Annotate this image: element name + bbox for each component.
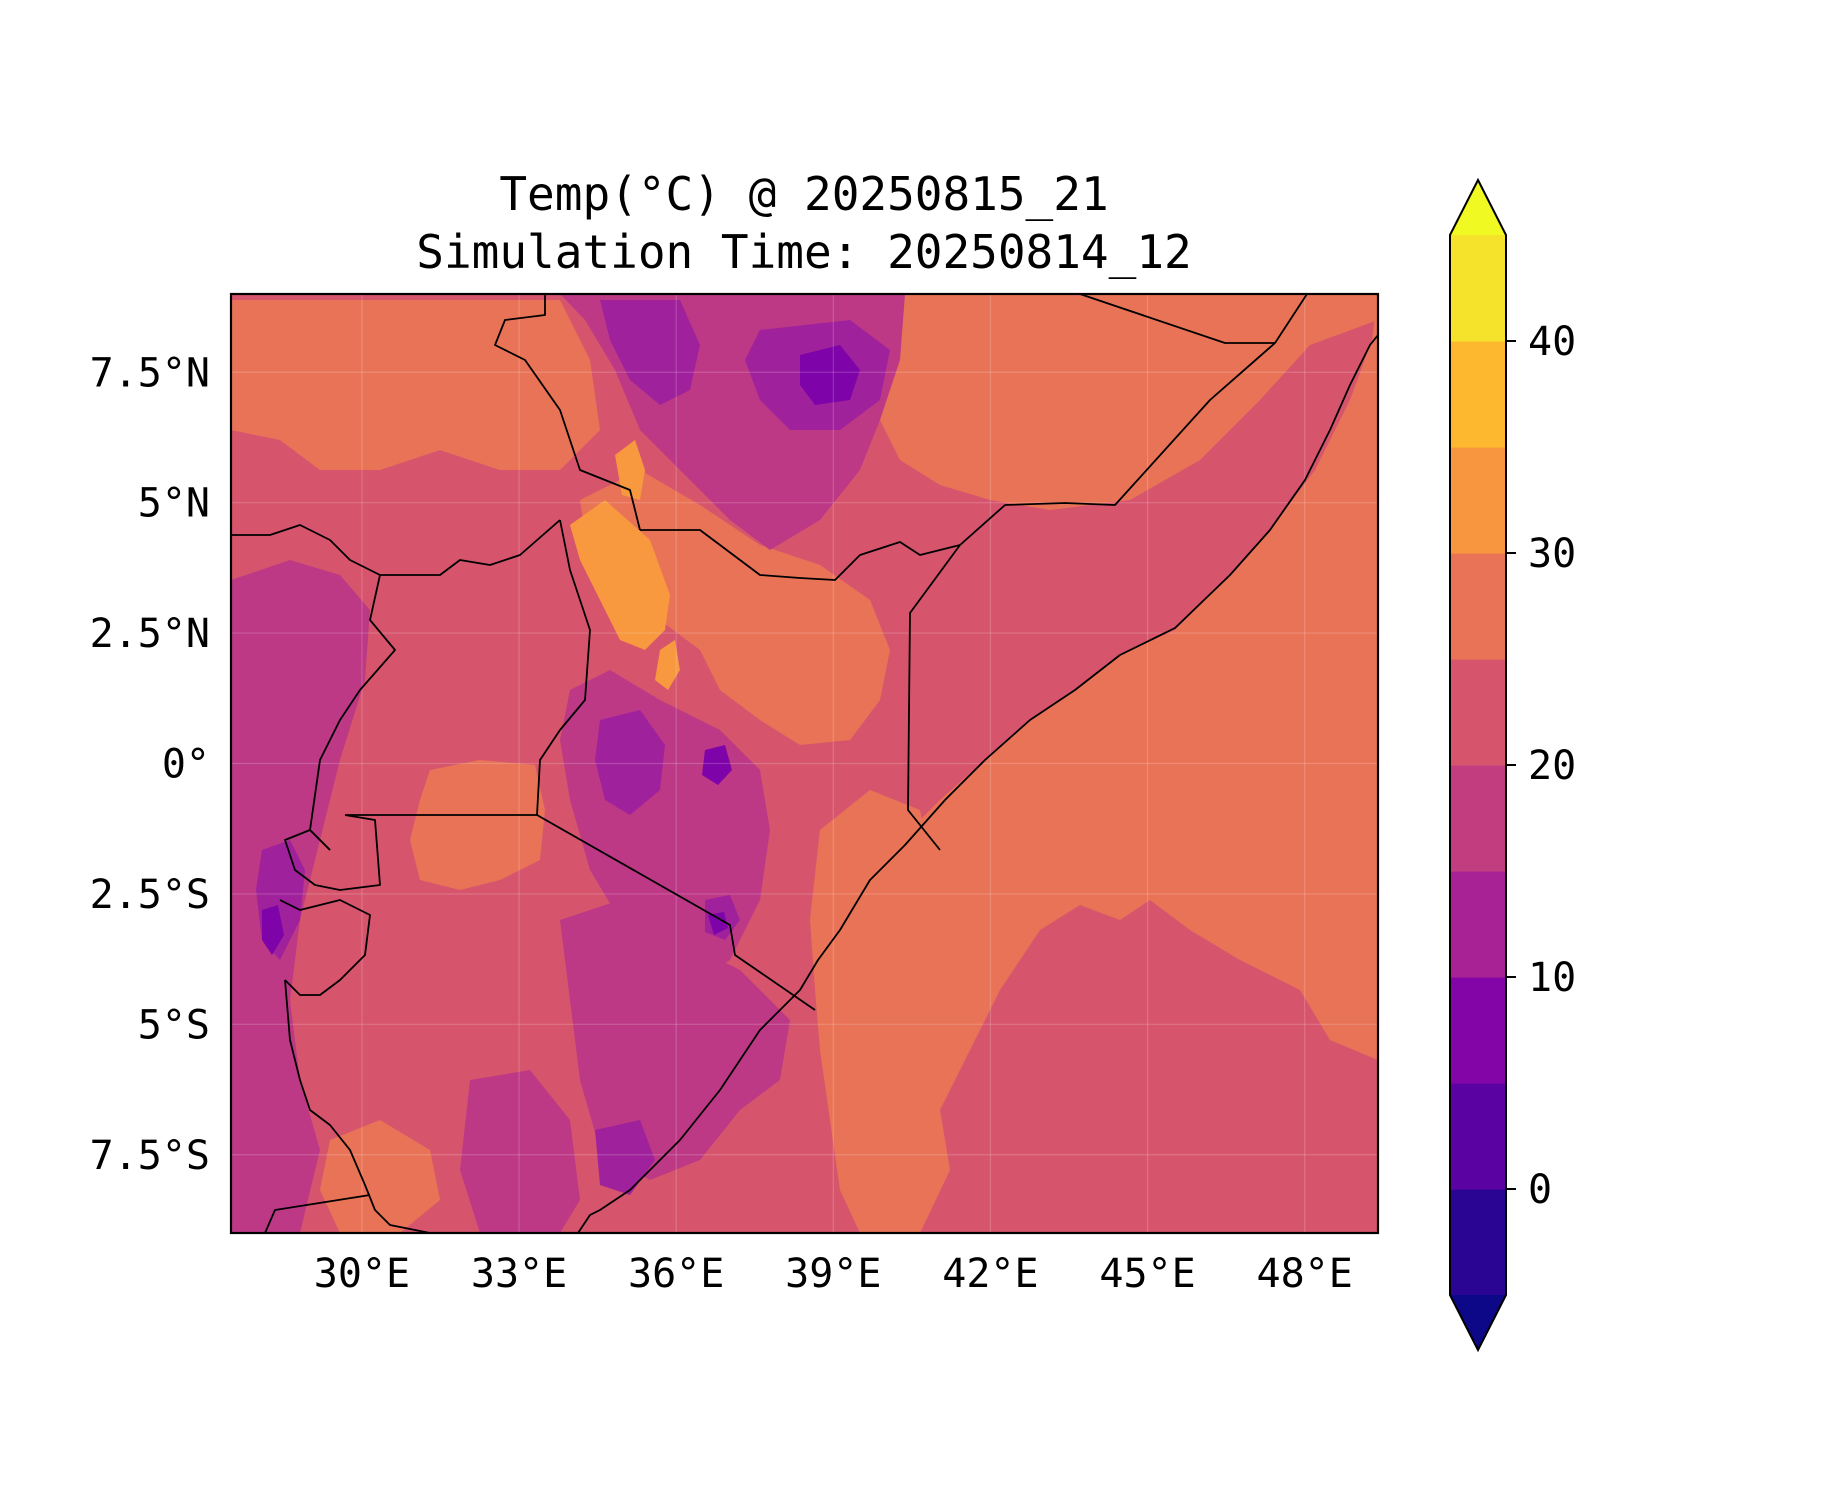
lon-tick-label: 30°E [314,1251,410,1297]
latitude-axis: 7.5°N 5°N 2.5°N 0° 2.5°S 5°S 7.5°S [90,350,210,1179]
border-south-sudan-ethiopia [494,294,641,531]
border-burundi [279,899,371,996]
lat-tick-label: 7.5°S [90,1133,210,1179]
cold-zone-southern-highlands [595,1120,655,1195]
lat-tick-label: 0° [162,742,210,788]
warm-zone-north-kenya [580,470,890,745]
warm-zone-southern-highlands [320,1120,440,1233]
colorbar-segment [1450,765,1506,872]
coldest-zone-simien [800,345,860,405]
border-zambia [264,1194,371,1233]
border-kenya-tanzania [536,814,816,1011]
border-uganda-drc [309,574,396,851]
lon-tick-label: 42°E [942,1251,1038,1297]
colorbar-segment [1450,1189,1506,1296]
colorbar-extend-min [1450,1295,1506,1350]
title-line-1: Temp(°C) @ 20250815_21 [499,167,1108,221]
colorbar-tick-label: 10 [1528,955,1576,1001]
map-gridlines [231,294,1378,1233]
border-kenya-uganda [536,519,591,816]
coldest-zone-kilimanjaro-peak [708,912,728,935]
border-lake-tanganyika [284,979,431,1233]
colorbar-segment [1450,977,1506,1084]
colorbar-tick-label: 0 [1528,1167,1552,1213]
warm-zone-ethiopia-plateau [880,294,1378,510]
lat-tick-label: 7.5°N [90,350,210,396]
colorbar-extend-max [1450,180,1506,235]
colorbar-segment [1450,341,1506,448]
hot-zone-omo [615,440,645,500]
lon-tick-label: 39°E [785,1251,881,1297]
border-kenya-ethiopia [640,529,961,581]
lat-tick-label: 5°N [138,481,210,527]
coldest-zone-mt-kenya [702,745,732,785]
lon-tick-label: 33°E [471,1251,567,1297]
colorbar-outline [1449,177,1507,1353]
colorbar-segment [1450,447,1506,554]
warm-zone-south-sudan [231,300,600,470]
warm-zone-kenya-coast [810,790,930,1020]
title-line-2: Simulation Time: 20250814_12 [416,225,1191,279]
lat-tick-label: 5°S [138,1002,210,1048]
map-area [231,294,1378,1233]
colorbar-segment [1450,553,1506,660]
lat-tick-label: 2.5°S [90,872,210,918]
colorbar-segment [1450,235,1506,342]
colorbar-tick-label: 30 [1528,531,1576,577]
hot-zone-chalbi [655,640,680,690]
colorbar-tick-label: 20 [1528,743,1576,789]
colorbar-segment [1450,1083,1506,1190]
warm-zone-lake-victoria [410,760,545,890]
coastline [577,334,1378,1233]
border-somaliland [1079,294,1275,344]
lat-tick-label: 2.5°N [90,611,210,657]
country-borders [231,294,1378,1233]
cold-zone-aberdares [595,710,665,815]
map-frame [229,292,1380,1235]
border-rwanda [284,814,381,891]
colorbar-segment [1450,871,1506,978]
cold-zone-ethiopia-north [600,300,700,405]
cool-zone-southwest-tanzania [460,1070,580,1233]
temperature-fields [231,294,1378,1233]
colorbar: 0 10 20 30 40 [1449,177,1576,1353]
border-kenya-somalia [907,544,961,851]
lon-tick-label: 48°E [1257,1251,1353,1297]
lon-tick-label: 36°E [628,1251,724,1297]
lon-tick-label: 45°E [1099,1251,1195,1297]
colorbar-tick-label: 40 [1528,319,1576,365]
cool-zone-tanzania-central [560,900,790,1180]
hot-zone-turkana [570,500,670,650]
warm-zone-indian-ocean [815,294,1378,1233]
colorbar-segment [1450,659,1506,766]
coldest-zone-rwenzori [262,905,284,955]
longitude-axis: 30°E 33°E 36°E 39°E 42°E 45°E 48°E [314,1251,1353,1297]
